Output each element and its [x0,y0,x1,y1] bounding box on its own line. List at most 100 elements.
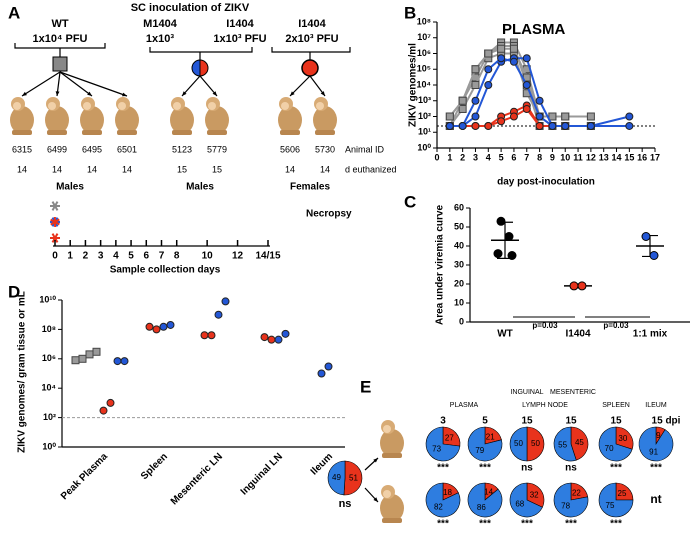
star [50,218,60,226]
panel-label: B [404,3,416,22]
dose-label: 1x10³ PFU [213,33,266,45]
x-tick-label: I1404 [565,329,590,340]
star [51,233,59,243]
dpi-label: 15 [610,416,622,427]
marker [471,112,480,121]
x-tick-label: 1:1 mix [633,329,668,340]
marker [260,333,269,342]
column-header: PLASMA [450,402,479,409]
monkey-leg [82,130,102,135]
marker [548,121,557,130]
marker [522,54,531,63]
timeline-label: 6 [144,251,150,262]
bracket [149,47,253,61]
id-label: Animal ID [345,144,385,154]
y-tick-label: 10⁰ [417,142,431,152]
arrow-head [22,91,27,96]
data-point [507,251,517,260]
group-label: M1404 [143,18,178,30]
inoculum-node [191,59,201,77]
pie-slice [598,482,634,518]
animal-id: 6315 [12,144,32,154]
inoculum-node [199,59,209,77]
stat-label: ns [521,463,533,474]
monkey-icon [380,485,404,523]
timeline-label: 10 [202,251,214,262]
pie-slice [526,426,545,462]
pie-slice [598,426,633,462]
x-tick-label: 6 [511,152,516,162]
monkey-leg [207,130,227,135]
x-tick-label: 3 [473,152,478,162]
panel-label: E [360,377,371,396]
marker [548,112,557,121]
pie-label: 86 [477,503,486,512]
monkey-body [380,429,404,457]
pie-slice [615,426,634,450]
marker [120,357,129,366]
arrow-head [55,91,60,96]
x-axis-title: day post-inoculation [497,177,595,188]
x-tick-label: Spleen [139,451,170,482]
pie-label: 70 [605,444,614,453]
marker [458,96,467,105]
dpi-label: 15 [565,416,577,427]
dpi-label: 15 [521,416,533,427]
pie-slice [442,426,461,447]
monkey-body [170,106,194,134]
marker [484,81,493,89]
pie-label: 9 [656,431,661,440]
arrow [59,71,93,97]
x-tick-label: 9 [550,152,555,162]
pie-label: 25 [618,489,627,498]
euthanasia-day: 14 [320,164,330,174]
panel-label: A [8,3,20,22]
dpi-label: 3 [440,416,446,427]
marker [535,121,544,130]
inoculum-node [301,59,319,77]
stat-label: *** [437,519,449,530]
pie-label: 82 [434,502,443,511]
marker [214,310,223,319]
data-point [493,249,503,259]
y-tick-label: 10² [43,412,56,422]
monkey-icon [278,97,302,135]
timeline-label: 0 [52,251,58,262]
marker [471,65,480,74]
stat-label: *** [521,519,533,530]
marker [166,320,175,329]
pie-label: 32 [530,491,539,500]
animal-id: 6501 [117,144,137,154]
monkey-face [316,102,324,110]
data-point [504,232,514,241]
data-point [496,216,506,226]
monkey-face [48,102,56,110]
x-tick-label: 4 [486,152,491,162]
stat-label: *** [479,519,491,530]
marker [445,112,454,121]
y-tick-label: 10 [454,297,464,307]
sex-label: Males [56,182,84,193]
monkey-face [383,490,391,498]
inoculum-node [52,56,68,72]
euthanasia-day: 15 [177,164,187,174]
y-tick-label: 10⁷ [417,32,431,42]
pie-slice [570,426,589,461]
data-point [641,232,651,241]
pie-label: 30 [618,434,627,443]
pie-slice [526,482,545,508]
marker [274,335,283,344]
column-header: LYMPH NODE [522,402,568,409]
pie-label: 73 [432,445,441,454]
marker [497,117,506,126]
dpi-label: 15 dpi [652,416,681,427]
arrow-head [290,91,295,96]
monkey-leg [382,453,402,458]
pie-slice [509,482,543,518]
marker [471,81,480,89]
monkey-body [380,494,404,522]
y-tick-label: 10² [418,111,431,121]
marker [625,112,634,121]
marker [458,104,467,113]
pie-label: 55 [558,440,567,449]
